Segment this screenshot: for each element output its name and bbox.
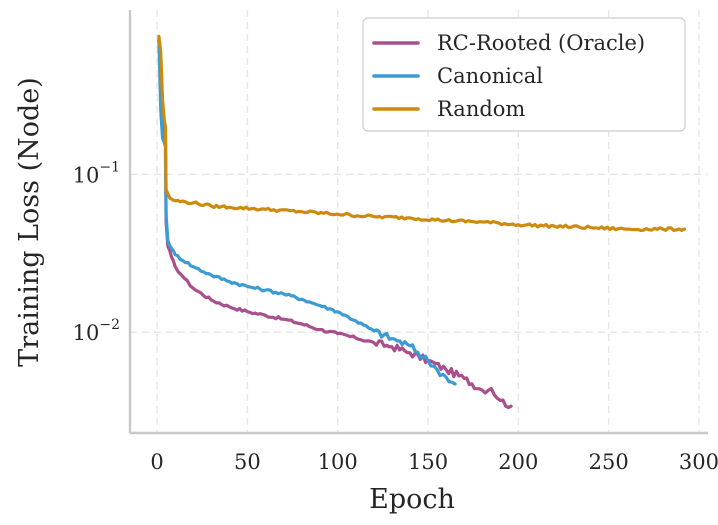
series-line-random bbox=[157, 34, 687, 232]
y-axis-title: Training Loss (Node) bbox=[14, 77, 45, 367]
y-tick-label: 10−1 bbox=[73, 159, 120, 187]
y-tick-label: 10−2 bbox=[73, 317, 120, 345]
legend-label: Random bbox=[437, 97, 525, 121]
series-lines bbox=[157, 34, 687, 410]
x-tick-label: 0 bbox=[150, 450, 163, 474]
legend-box bbox=[362, 17, 686, 132]
x-tick-label: 200 bbox=[498, 450, 538, 474]
x-tick-label: 100 bbox=[318, 450, 358, 474]
x-tick-label: 250 bbox=[589, 450, 629, 474]
series-line-canonical bbox=[157, 39, 457, 386]
series-line-rc-rooted-oracle bbox=[157, 37, 513, 410]
legend-label: RC-Rooted (Oracle) bbox=[437, 31, 645, 55]
tick-labels: 0 50 100 150 200 250 300 10−1 10−2 bbox=[73, 159, 718, 474]
legend: RC-Rooted (Oracle) Canonical Random bbox=[362, 17, 686, 132]
axes bbox=[128, 10, 708, 435]
x-tick-label: 50 bbox=[234, 450, 261, 474]
x-tick-label: 150 bbox=[408, 450, 448, 474]
x-tick-label: 300 bbox=[679, 450, 718, 474]
legend-label: Canonical bbox=[437, 64, 543, 88]
x-axis-title: Epoch bbox=[369, 484, 455, 515]
